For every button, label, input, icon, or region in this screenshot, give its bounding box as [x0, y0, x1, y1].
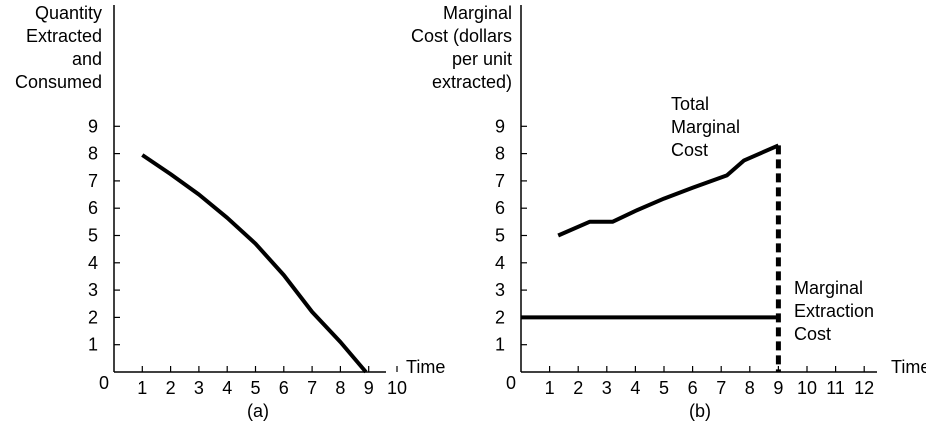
panel-b-y-axis-label-line: per unit — [452, 49, 512, 69]
panel-a-y-tick-label: 9 — [88, 116, 98, 136]
panel-a-x-tick-label: 5 — [250, 378, 260, 398]
panel-b-annotation-2-line: Marginal — [794, 278, 863, 298]
panel-b-x-tick-label: 7 — [716, 378, 726, 398]
panel-b-annotation-1-line: Marginal — [671, 117, 740, 137]
panel-b-y-tick-label: 1 — [495, 335, 505, 355]
panel-a-y-axis-label-line: Extracted — [26, 26, 102, 46]
panel-b-x-tick-label: 9 — [773, 378, 783, 398]
panel-b-x-axis-label: Time — [891, 357, 926, 377]
panel-b-y-tick-label: 7 — [495, 171, 505, 191]
panel-b-y-tick-label: 2 — [495, 307, 505, 327]
panel-a-y-tick-label: 8 — [88, 144, 98, 164]
panel-a-y-tick-label: 4 — [88, 253, 98, 273]
panel-a-origin-label: 0 — [99, 373, 109, 393]
panel-a-y-tick-label: 6 — [88, 198, 98, 218]
panel-a-x-tick-label: 2 — [166, 378, 176, 398]
panel-b-y-tick-label: 9 — [495, 116, 505, 136]
panel-a-y-tick-label: 3 — [88, 280, 98, 300]
panel-b-x-tick-label: 10 — [797, 378, 817, 398]
panel-b-x-tick-label: 4 — [630, 378, 640, 398]
panel-a-x-tick-label: 6 — [279, 378, 289, 398]
panel-b-x-tick-label: 1 — [545, 378, 555, 398]
panel-b-x-tick-label: 2 — [573, 378, 583, 398]
panel-a-x-axis-label: Time — [406, 357, 445, 377]
panel-b-x-tick-label: 8 — [745, 378, 755, 398]
panel-b-annotation-2-line: Extraction — [794, 301, 874, 321]
panel-a-panel-label: (a) — [247, 401, 269, 421]
panel-a-y-axis-label-line: and — [72, 49, 102, 69]
panel-a-y-axis-label-line: Consumed — [15, 72, 102, 92]
panel-b-y-tick-label: 4 — [495, 253, 505, 273]
panel-a-x-tick-label: 9 — [364, 378, 374, 398]
panel-a-y-axis-label-line: Quantity — [35, 3, 102, 23]
panel-a-series-line-1 — [141, 153, 368, 374]
panel-b-x-tick-label: 12 — [854, 378, 874, 398]
panel-b-y-axis-label-line: Cost (dollars — [411, 26, 512, 46]
panel-a-x-tick-label: 7 — [307, 378, 317, 398]
panel-b-y-axis-label-line: Marginal — [443, 3, 512, 23]
panel-b-x-tick-label: 6 — [688, 378, 698, 398]
panel-b-y-axis-label-line: extracted) — [432, 72, 512, 92]
panel-b-panel-label: (b) — [689, 401, 711, 421]
panel-b-y-tick-label: 5 — [495, 226, 505, 246]
panel-b-x-tick-label: 3 — [602, 378, 612, 398]
panel-b-y-tick-label: 8 — [495, 144, 505, 164]
panel-a-x-tick-label: 10 — [387, 378, 407, 398]
panel-a-x-tick-label: 4 — [222, 378, 232, 398]
panel-a-y-tick-label: 1 — [88, 335, 98, 355]
panel-a-x-tick-label: 1 — [137, 378, 147, 398]
panel-b-annotation-1-line: Total — [671, 94, 709, 114]
panel-b-x-tick-label: 5 — [659, 378, 669, 398]
panel-a-y-tick-label: 5 — [88, 226, 98, 246]
panel-a-y-tick-label: 2 — [88, 307, 98, 327]
panel-b-annotation-1-line: Cost — [671, 140, 708, 160]
panel-b-series-line-1 — [557, 143, 780, 238]
panel-b-origin-label: 0 — [506, 373, 516, 393]
panel-a-x-tick-label: 3 — [194, 378, 204, 398]
panel-b-y-tick-label: 6 — [495, 198, 505, 218]
panel-a-y-tick-label: 7 — [88, 171, 98, 191]
panel-b-x-tick-label: 11 — [826, 378, 845, 398]
panel-b-y-tick-label: 3 — [495, 280, 505, 300]
panel-b-annotation-2-line: Cost — [794, 324, 831, 344]
panel-a-x-tick-label: 8 — [335, 378, 345, 398]
